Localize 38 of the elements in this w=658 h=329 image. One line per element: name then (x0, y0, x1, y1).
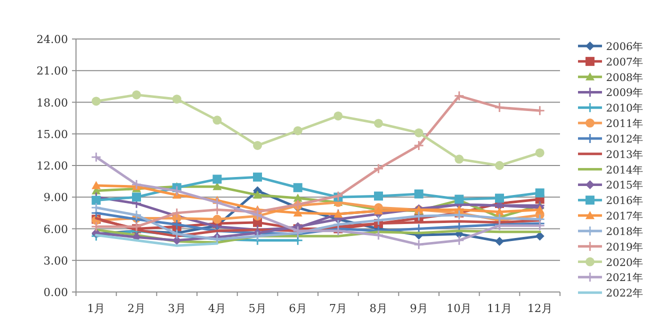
legend-label: 2015年 (606, 180, 644, 192)
x-tick-label: 6月 (288, 302, 307, 315)
y-tick-label: 12.00 (36, 160, 68, 172)
legend-label: 2011年 (606, 118, 644, 130)
x-tick-label: 3月 (168, 302, 186, 315)
x-tick-label: 1月 (87, 302, 106, 315)
legend-label: 2010年 (606, 102, 644, 115)
legend-label: 2012年 (606, 133, 644, 146)
legend-label: 2009年 (606, 87, 644, 100)
legend-label: 2022年 (606, 288, 644, 300)
legend-label: 2013年 (606, 148, 644, 161)
legend-label: 2007年 (606, 56, 644, 68)
y-tick-label: 6.00 (44, 222, 68, 236)
x-tick-label: 9月 (410, 302, 428, 315)
x-tick-label: 4月 (208, 302, 226, 315)
x-tick-label: 12月 (527, 302, 552, 315)
x-tick-label: 10月 (446, 302, 472, 315)
x-tick-label: 5月 (248, 302, 266, 315)
legend-label: 2016年 (606, 195, 644, 208)
y-tick-label: 21.00 (36, 64, 68, 78)
y-tick-label: 15.00 (36, 128, 68, 141)
legend-label: 2008年 (606, 72, 644, 84)
legend-label: 2020年 (606, 256, 644, 269)
x-tick-label: 8月 (370, 302, 388, 315)
legend-label: 2021年 (606, 272, 644, 284)
y-tick-label: 24.00 (36, 33, 68, 46)
y-tick-label: 18.00 (36, 96, 68, 110)
y-tick-label: 0.00 (44, 286, 68, 299)
legend-label: 2006年 (606, 41, 644, 53)
x-tick-label: 2月 (128, 302, 146, 315)
y-tick-label: 9.00 (44, 191, 68, 204)
x-tick-label: 11月 (487, 302, 512, 315)
legend-label: 2017年 (606, 210, 644, 223)
legend-label: 2014年 (606, 164, 644, 176)
x-tick-label: 7月 (329, 302, 348, 315)
legend-label: 2018年 (606, 226, 644, 238)
y-tick-label: 3.00 (44, 254, 68, 268)
legend-label: 2019年 (606, 241, 644, 254)
